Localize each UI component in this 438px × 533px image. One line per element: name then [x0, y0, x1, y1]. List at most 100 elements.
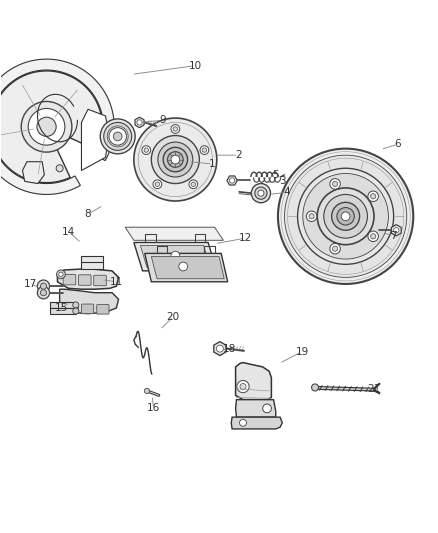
Circle shape — [153, 180, 162, 189]
Circle shape — [330, 179, 340, 189]
Circle shape — [113, 132, 122, 141]
FancyBboxPatch shape — [81, 304, 94, 313]
Circle shape — [285, 155, 407, 277]
Circle shape — [230, 178, 235, 183]
Circle shape — [330, 244, 340, 254]
Circle shape — [263, 404, 272, 413]
Circle shape — [317, 188, 374, 245]
Circle shape — [59, 272, 63, 277]
Text: 10: 10 — [188, 61, 201, 71]
Text: 6: 6 — [395, 139, 401, 149]
Circle shape — [200, 146, 209, 155]
Circle shape — [216, 345, 223, 352]
Polygon shape — [227, 176, 237, 185]
Polygon shape — [134, 243, 217, 271]
Circle shape — [341, 212, 350, 221]
Polygon shape — [141, 246, 210, 268]
Text: 9: 9 — [159, 115, 166, 125]
Polygon shape — [49, 308, 76, 314]
Polygon shape — [214, 342, 226, 356]
Polygon shape — [57, 269, 119, 289]
Circle shape — [278, 149, 413, 284]
Circle shape — [173, 127, 177, 131]
Circle shape — [237, 381, 249, 393]
FancyBboxPatch shape — [97, 304, 109, 314]
Polygon shape — [0, 59, 114, 195]
Circle shape — [191, 182, 195, 187]
Polygon shape — [81, 109, 109, 171]
Polygon shape — [145, 253, 228, 282]
Polygon shape — [125, 227, 223, 240]
FancyBboxPatch shape — [66, 304, 78, 313]
Circle shape — [37, 280, 49, 292]
Circle shape — [251, 183, 271, 203]
FancyBboxPatch shape — [63, 274, 76, 285]
Text: 15: 15 — [54, 303, 67, 313]
Circle shape — [311, 384, 318, 391]
FancyBboxPatch shape — [78, 275, 91, 285]
Circle shape — [109, 128, 127, 145]
Circle shape — [40, 289, 46, 296]
Circle shape — [40, 283, 46, 289]
Circle shape — [144, 148, 148, 152]
Circle shape — [394, 228, 399, 233]
Circle shape — [73, 308, 79, 314]
Circle shape — [297, 168, 394, 264]
Circle shape — [158, 142, 193, 177]
Circle shape — [368, 231, 378, 241]
Circle shape — [37, 117, 56, 136]
Circle shape — [73, 302, 79, 308]
Circle shape — [100, 119, 135, 154]
Text: 18: 18 — [223, 344, 237, 354]
Circle shape — [163, 147, 187, 172]
Text: 2: 2 — [235, 150, 242, 160]
Circle shape — [303, 174, 389, 259]
Circle shape — [104, 123, 132, 150]
Circle shape — [179, 262, 187, 271]
Text: 5: 5 — [272, 170, 279, 180]
Circle shape — [56, 165, 63, 172]
Circle shape — [21, 101, 72, 152]
Circle shape — [202, 148, 207, 152]
Text: 19: 19 — [295, 346, 309, 357]
Text: 3: 3 — [279, 176, 286, 187]
Circle shape — [368, 191, 378, 201]
Circle shape — [37, 287, 49, 299]
Circle shape — [371, 193, 376, 199]
Polygon shape — [236, 400, 276, 417]
Circle shape — [145, 389, 150, 393]
Polygon shape — [81, 262, 103, 269]
Text: 7: 7 — [390, 231, 397, 241]
Circle shape — [57, 270, 65, 279]
Circle shape — [332, 246, 338, 251]
Polygon shape — [135, 117, 144, 128]
Polygon shape — [391, 224, 401, 236]
Circle shape — [171, 251, 180, 260]
Circle shape — [189, 180, 198, 189]
Circle shape — [255, 187, 267, 199]
Polygon shape — [231, 417, 283, 429]
FancyBboxPatch shape — [94, 275, 106, 286]
Circle shape — [332, 203, 360, 230]
Circle shape — [371, 233, 376, 239]
Circle shape — [155, 182, 159, 187]
Polygon shape — [49, 302, 76, 308]
Circle shape — [258, 190, 264, 196]
Polygon shape — [236, 362, 272, 400]
Circle shape — [137, 120, 142, 125]
Text: 14: 14 — [62, 227, 75, 237]
Text: 11: 11 — [110, 277, 123, 287]
Polygon shape — [151, 256, 224, 279]
Text: 8: 8 — [85, 209, 92, 219]
Text: 12: 12 — [239, 233, 252, 243]
Circle shape — [171, 125, 180, 133]
Circle shape — [28, 108, 65, 145]
Polygon shape — [81, 256, 103, 263]
Circle shape — [167, 152, 183, 167]
Circle shape — [134, 118, 217, 201]
Circle shape — [171, 155, 180, 164]
Text: 16: 16 — [147, 403, 160, 414]
Circle shape — [142, 146, 151, 155]
Polygon shape — [60, 289, 119, 313]
Circle shape — [337, 207, 354, 225]
